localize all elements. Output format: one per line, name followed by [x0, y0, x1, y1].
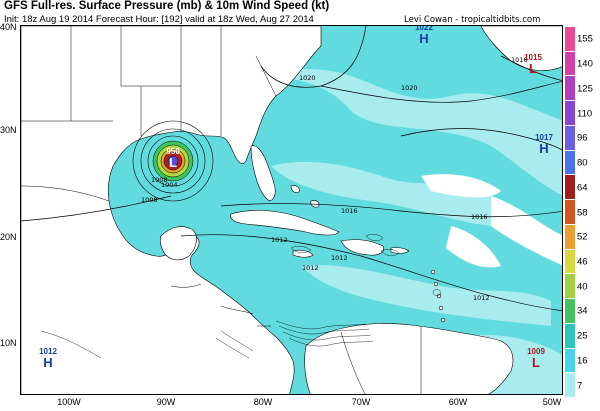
hurricane-low-marker: 950 L: [166, 147, 180, 170]
colorbar-label: 25: [577, 330, 588, 342]
high-pressure-marker: 1012 H: [39, 347, 57, 370]
high-pressure-marker: 1022 H: [415, 25, 433, 46]
isobar-label: 1012: [473, 294, 490, 302]
colorbar-swatch: [565, 125, 575, 151]
colorbar-label: 125: [577, 83, 593, 95]
isobar-label: 1012: [331, 254, 348, 262]
isobar-label: 1020: [401, 84, 418, 92]
colorbar-label: 96: [577, 132, 588, 144]
colorbar-swatch: [565, 249, 575, 275]
map-canvas: [21, 26, 562, 394]
colorbar-label: 140: [577, 58, 593, 70]
isobar-label: 1008: [151, 176, 168, 184]
hurricane-rings: [132, 120, 214, 202]
colorbar-swatch: [565, 348, 575, 374]
colorbar-swatch: [565, 101, 575, 126]
colorbar-swatch: [565, 373, 575, 398]
colorbar-label: 46: [577, 256, 588, 268]
colorbar-swatch: [565, 274, 575, 300]
isobars: [21, 26, 562, 312]
lon-label-100w: 100W: [57, 397, 81, 407]
colorbar-swatch: [565, 200, 575, 225]
colorbar-swatch: [565, 224, 575, 250]
colorbar-swatch: [565, 76, 575, 102]
high-pressure-marker: 1017 H: [535, 133, 553, 156]
wind-speed-colorbar: 155 140 125 110 96 80 64 58 52 46 40 34 25 16 7: [565, 27, 599, 398]
colorbar-label: 52: [577, 231, 588, 243]
map-title: GFS Full-res. Surface Pressure (mb) & 10…: [4, 0, 330, 12]
forecast-map: 1020 1020 1016 1016 1012 1012 1012 1008 …: [20, 25, 563, 395]
colorbar-swatch: [565, 299, 575, 324]
lon-label-60w: 60W: [448, 397, 468, 407]
colorbar-label: 155: [577, 33, 593, 45]
lat-label-20n: 20N: [0, 232, 17, 242]
coastal-contours: [40, 234, 442, 359]
colorbar-label: 110: [577, 108, 593, 120]
colorbar-swatch: [565, 150, 575, 176]
colorbar-swatch: [565, 51, 575, 77]
low-pressure-marker: 1015 L: [524, 53, 542, 76]
map-credit: Levi Cowan - tropicaltidbits.com: [404, 15, 541, 25]
colorbar-swatch: [565, 323, 575, 349]
colorbar-label: 16: [577, 355, 588, 367]
lat-label-30n: 30N: [0, 125, 17, 135]
isobar-label: 1016: [341, 207, 358, 215]
low-pressure-marker: 1009 L: [527, 347, 545, 370]
map-subtitle: Init: 18z Aug 19 2014 Forecast Hour: [19…: [4, 14, 314, 25]
colorbar-swatch: [565, 175, 575, 201]
isobar-label: 1004: [161, 181, 178, 189]
isobar-label: 1008: [141, 196, 158, 204]
lat-label-10n: 10N: [0, 338, 17, 348]
colorbar-label: 7: [577, 380, 583, 392]
colorbar-label: 64: [577, 182, 588, 194]
isobar-label: 1016: [471, 213, 488, 221]
isobar-label: 1012: [271, 236, 288, 244]
isobar-label: 1012: [302, 264, 319, 272]
colorbar-label: 58: [577, 207, 588, 218]
colorbar-swatch: [565, 27, 575, 52]
lon-label-90w: 90W: [156, 397, 176, 407]
lon-label-70w: 70W: [351, 397, 371, 407]
lon-label-50w: 50W: [542, 397, 562, 407]
colorbar-label: 34: [577, 305, 588, 317]
borders: [21, 26, 422, 394]
colorbar-label: 40: [577, 281, 588, 293]
lon-label-80w: 80W: [253, 397, 273, 407]
colorbar-label: 80: [577, 157, 588, 169]
isobar-label: 1020: [299, 74, 316, 82]
lat-label-40n: 40N: [0, 22, 17, 32]
isobar-label: 1016: [511, 56, 528, 64]
